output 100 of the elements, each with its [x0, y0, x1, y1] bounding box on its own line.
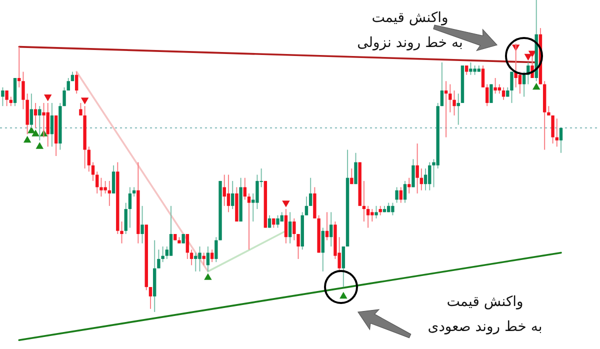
candlestick: [486, 84, 489, 107]
candlestick: [202, 252, 206, 266]
candlestick: [502, 86, 506, 100]
candlestick: [18, 46, 21, 88]
candlestick: [342, 246, 346, 288]
candlestick: [206, 246, 210, 272]
candlestick: [66, 78, 70, 91]
candlestick: [34, 102, 38, 128]
candlestick: [448, 84, 452, 113]
candlestick: [354, 152, 358, 185]
candlestick: [494, 78, 497, 94]
candlestick: [194, 252, 198, 272]
candlestick: [268, 214, 272, 228]
candlestick: [321, 227, 324, 272]
candlestick: [288, 212, 292, 244]
candlestick: [226, 174, 230, 213]
candlestick: [30, 93, 34, 128]
annotation: واکنش قیمت به خط روند نزولی: [357, 10, 463, 51]
candlestick: [308, 177, 312, 206]
candlestick: [79, 102, 82, 116]
candlestick: [182, 234, 185, 244]
point: [532, 82, 540, 90]
candlestick: [74, 71, 78, 94]
candlestick: [452, 90, 456, 116]
candlestick: [198, 246, 202, 272]
candlestick: [412, 158, 415, 188]
candlestick: [350, 168, 354, 185]
candlestick: [104, 180, 107, 194]
candlestick: [510, 71, 514, 104]
candlestick: [403, 180, 407, 204]
candlestick: [128, 186, 132, 228]
point: [524, 54, 532, 61]
candlestick: [420, 168, 424, 191]
candlestick: [169, 205, 173, 256]
candlestick: [490, 84, 493, 104]
candlestick: [243, 177, 247, 200]
candlestick: [5, 90, 8, 107]
candlestick: [555, 118, 558, 148]
candlestick: [374, 205, 378, 219]
candlestick: [551, 114, 554, 144]
candlestick: [210, 249, 214, 263]
candlestick: [416, 143, 419, 194]
point: [44, 94, 52, 102]
candlestick: [440, 62, 444, 107]
candlestick: [330, 212, 333, 247]
candlestick: [473, 65, 476, 76]
candlestick: [395, 186, 398, 204]
point: [36, 142, 44, 149]
point: [80, 98, 89, 104]
candlestick: [120, 221, 124, 244]
candlestick: [428, 162, 432, 191]
candlestick: [464, 65, 468, 76]
point: [32, 130, 40, 136]
candlestick: [247, 192, 251, 250]
candlestick: [161, 246, 164, 263]
candlestick: [140, 205, 144, 244]
candlestick: [214, 236, 218, 263]
candlestick: [87, 146, 91, 172]
candlestick: [444, 80, 448, 138]
candlestick: [190, 249, 194, 266]
candlestick: [325, 212, 329, 241]
point: [204, 273, 212, 280]
candlestick: [256, 174, 259, 210]
candlestick: [481, 65, 485, 88]
candlestick: [62, 86, 66, 107]
candlestick: [424, 168, 428, 191]
candlestick: [284, 208, 288, 244]
candlestick: [96, 171, 99, 194]
candlestick: [518, 71, 522, 94]
candlestick: [112, 164, 116, 194]
candlestick: [230, 180, 234, 210]
candlestick: [157, 249, 160, 269]
candlestick: [391, 202, 394, 216]
candlestick: [91, 162, 95, 182]
candlestick: [132, 186, 136, 198]
candlestick: [292, 218, 296, 241]
candlestick: [276, 214, 280, 228]
candlestick: [362, 180, 366, 222]
candlestick: [522, 71, 526, 98]
candlestick: [186, 234, 190, 260]
candlestick: [399, 186, 402, 204]
candlestick: [456, 93, 460, 126]
candlestick: [42, 102, 46, 138]
candlestick: [108, 180, 112, 206]
candlestick: [46, 102, 50, 148]
candlestick: [469, 62, 472, 76]
candlestick: [304, 196, 308, 216]
annotation: واکنش قیمت به خط روند صعودی: [428, 294, 542, 335]
candlestick: [222, 174, 226, 206]
candlestick: [124, 202, 128, 234]
candlestick: [366, 205, 370, 228]
point: [340, 292, 348, 299]
candlestick: [547, 106, 550, 116]
candlestick: [100, 177, 103, 198]
candlestick: [408, 177, 411, 194]
candlestick: [296, 234, 300, 260]
point: [23, 136, 32, 143]
candlestick: [1, 86, 4, 107]
candlestick: [370, 208, 374, 222]
candlestick: [498, 84, 502, 94]
